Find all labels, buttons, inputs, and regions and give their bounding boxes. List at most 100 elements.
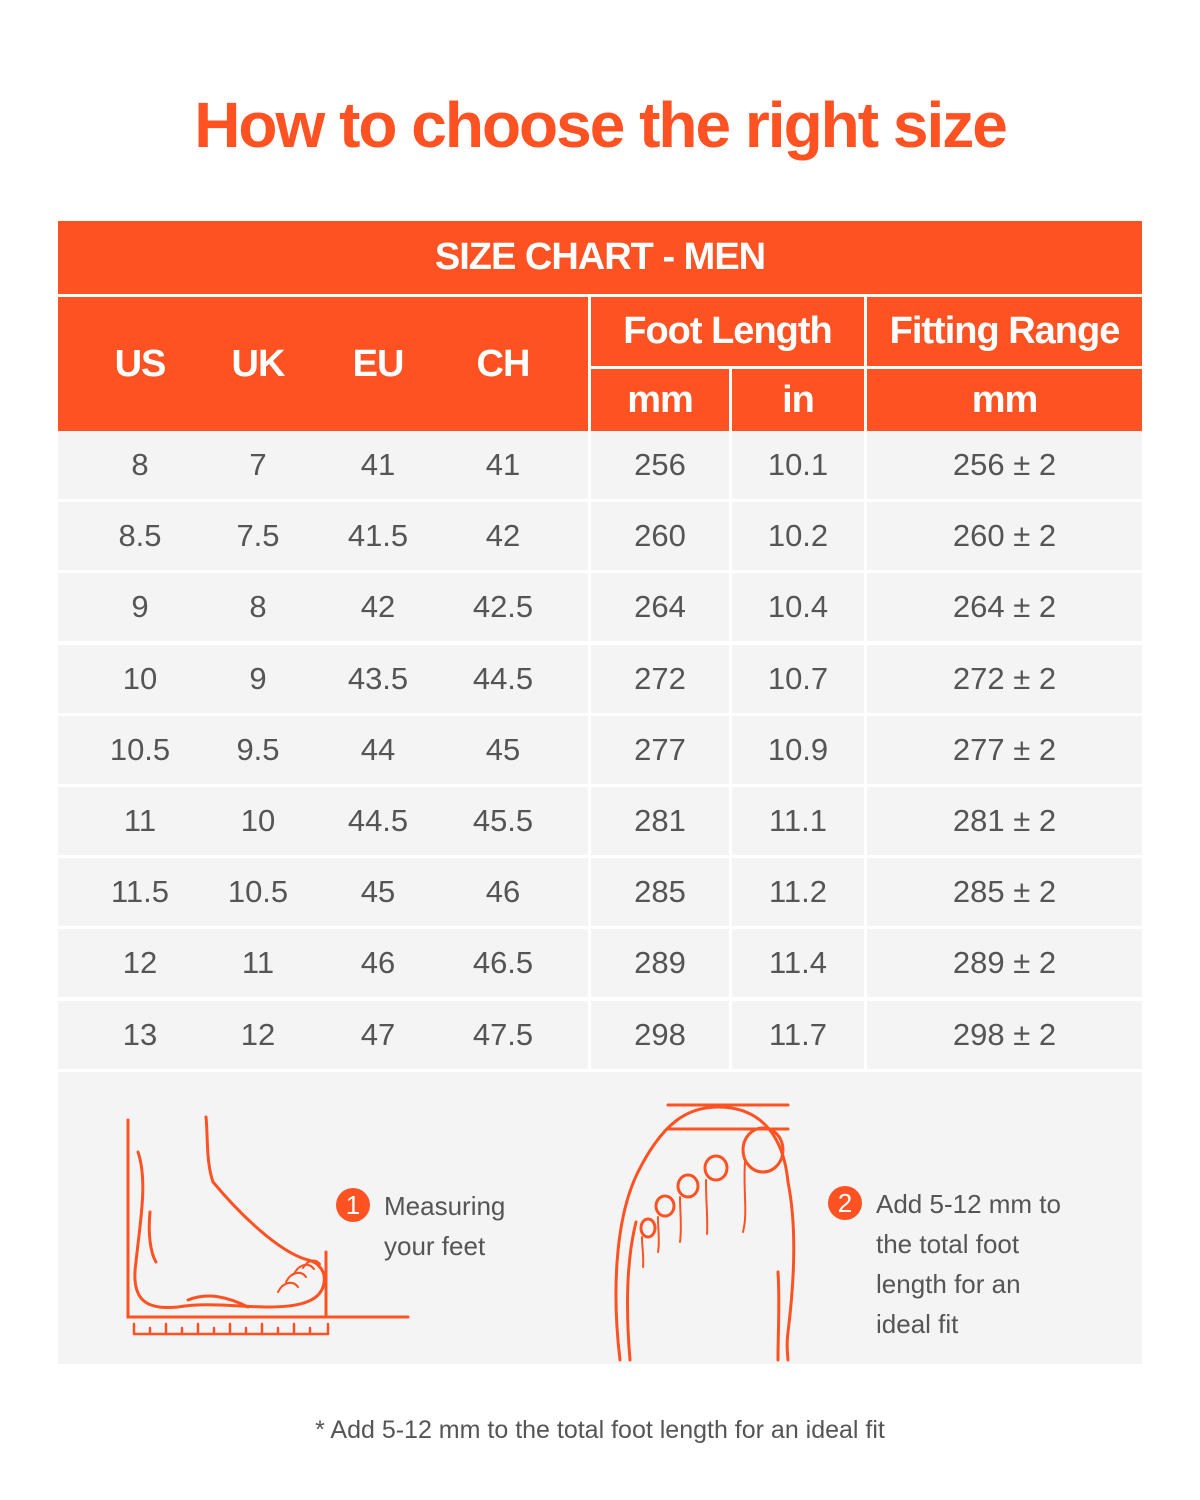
cell-eu: 41.5 (347, 518, 409, 554)
step-1: 1 Measuring your feet (336, 1186, 505, 1266)
cell-ch: 46 (485, 874, 521, 910)
cell-us: 11 (123, 803, 157, 838)
size-cell-bg (58, 787, 588, 855)
cell-foot-mm: 260 (591, 502, 729, 571)
cell-us: 8.5 (118, 518, 162, 554)
header-fitting-range-mm: mm (867, 369, 1142, 431)
cell-ch: 47.5 (472, 1016, 534, 1052)
size-cell-bg (58, 573, 588, 642)
header-eu: EU (352, 342, 405, 385)
cell-uk: 10 (240, 803, 276, 838)
cell-us: 12 (122, 945, 158, 981)
cell-foot-mm: 264 (591, 573, 729, 642)
size-cell-bg (58, 1000, 588, 1069)
cell-uk: 7.5 (236, 518, 280, 554)
table-row: 11.5 10.5 45 46 285 11.2 285 ± 2 (58, 858, 1142, 927)
cell-uk: 8 (249, 589, 267, 625)
page-title: How to choose the right size (194, 89, 1008, 161)
cell-us: 8 (131, 447, 149, 482)
cell-foot-mm: 285 (591, 858, 729, 927)
header-us: US (114, 342, 167, 385)
cell-foot-mm: 277 (591, 715, 729, 784)
step-2-text: Add 5-12 mm to the total foot length for… (876, 1189, 1061, 1339)
table-row: 9 8 42 42.5 264 10.4 264 ± 2 (58, 573, 1142, 642)
header-foot-length-in: in (732, 369, 864, 431)
cell-us: 13 (122, 1016, 158, 1052)
size-cell-bg (58, 715, 588, 784)
cell-foot-in: 10.7 (732, 644, 864, 713)
table-row: 12 11 46 46.5 289 11.4 289 ± 2 (58, 929, 1142, 998)
table-row: 10 9 43.5 44.5 272 10.7 272 ± 2 (58, 644, 1142, 713)
cell-foot-mm: 256 (591, 431, 729, 499)
header-uk: UK (231, 342, 286, 385)
cell-fitting-range: 256 ± 2 (867, 431, 1142, 499)
size-chart-banner: SIZE CHART - MEN (58, 221, 1142, 294)
cell-us: 10.5 (109, 731, 171, 767)
cell-ch: 44.5 (472, 660, 534, 696)
foot-top-toe-gap-icon (614, 1103, 796, 1362)
size-cell-bg (58, 431, 588, 499)
header-fitting-range: Fitting Range (867, 297, 1142, 366)
cell-eu: 43.5 (347, 660, 409, 696)
cell-eu: 47 (360, 1016, 396, 1052)
cell-foot-in: 10.2 (732, 502, 864, 571)
cell-fitting-range: 260 ± 2 (867, 502, 1142, 571)
cell-fitting-range: 264 ± 2 (867, 573, 1142, 642)
size-cell-bg (58, 502, 588, 571)
cell-foot-in: 11.4 (732, 929, 864, 998)
cell-ch: 46.5 (472, 945, 534, 981)
cell-eu: 42 (360, 589, 396, 625)
table-row: 11 10 44.5 45.5 281 11.1 281 ± 2 (58, 787, 1142, 855)
cell-eu: 44.5 (347, 803, 409, 838)
cell-uk: 9.5 (236, 731, 280, 767)
instructions-panel: 1 Measuring your feet 2 Add 5-12 mm to t… (58, 1072, 1142, 1364)
cell-fitting-range: 277 ± 2 (867, 715, 1142, 784)
header-foot-length: Foot Length (591, 297, 864, 366)
cell-foot-in: 10.1 (732, 431, 864, 499)
table-row: 8.5 7.5 41.5 42 260 10.2 260 ± 2 (58, 502, 1142, 571)
cell-ch: 42 (485, 518, 521, 554)
cell-us: 10 (122, 660, 158, 696)
header-foot-length-mm: mm (591, 369, 729, 431)
cell-foot-in: 10.4 (732, 573, 864, 642)
cell-ch: 45.5 (472, 803, 534, 838)
cell-us: 11.5 (110, 874, 170, 910)
cell-uk: 9 (249, 660, 267, 696)
cell-uk: 11 (241, 945, 275, 981)
cell-fitting-range: 281 ± 2 (867, 787, 1142, 855)
cell-foot-in: 10.9 (732, 715, 864, 784)
cell-fitting-range: 285 ± 2 (867, 858, 1142, 927)
table-row: 10.5 9.5 44 45 277 10.9 277 ± 2 (58, 715, 1142, 784)
size-cell-bg (58, 929, 588, 998)
cell-uk: 12 (240, 1016, 276, 1052)
header-ch: CH (476, 342, 531, 385)
foot-side-ruler-icon (126, 1115, 410, 1336)
step-1-text: Measuring your feet (384, 1191, 506, 1261)
cell-ch: 42.5 (472, 589, 534, 625)
cell-eu: 45 (360, 874, 396, 910)
footnote: * Add 5-12 mm to the total foot length f… (315, 1416, 885, 1444)
cell-foot-in: 11.2 (732, 858, 864, 927)
cell-foot-mm: 281 (591, 787, 729, 855)
cell-fitting-range: 272 ± 2 (867, 644, 1142, 713)
cell-eu: 46 (360, 945, 396, 981)
cell-ch: 41 (485, 447, 521, 482)
cell-eu: 41 (360, 447, 396, 482)
table-row: 8 7 41 41 256 10.1 256 ± 2 (58, 431, 1142, 499)
cell-uk: 10.5 (227, 874, 289, 910)
step-number-badge: 1 (336, 1188, 370, 1222)
cell-foot-in: 11.7 (732, 1000, 864, 1069)
cell-us: 9 (131, 589, 149, 625)
size-cell-bg (58, 644, 588, 713)
cell-foot-mm: 298 (591, 1000, 729, 1069)
cell-ch: 45 (485, 731, 521, 767)
cell-foot-mm: 272 (591, 644, 729, 713)
table-row: 13 12 47 47.5 298 11.7 298 ± 2 (58, 1000, 1142, 1069)
cell-foot-mm: 289 (591, 929, 729, 998)
cell-eu: 44 (360, 731, 396, 767)
size-systems-header (58, 297, 588, 431)
cell-fitting-range: 289 ± 2 (867, 929, 1142, 998)
cell-fitting-range: 298 ± 2 (867, 1000, 1142, 1069)
cell-foot-in: 11.1 (732, 787, 864, 855)
cell-uk: 7 (249, 447, 267, 482)
